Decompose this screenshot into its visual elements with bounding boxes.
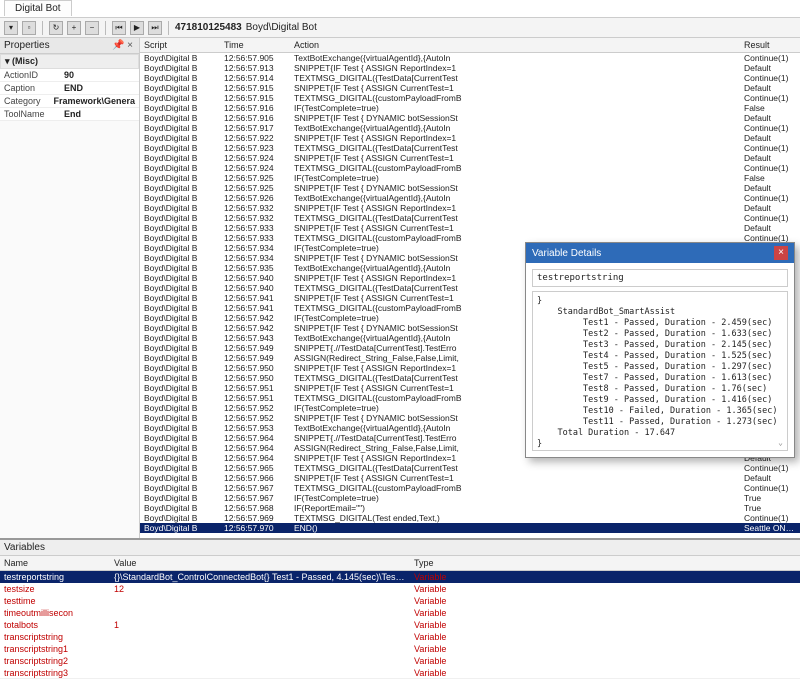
prop-row[interactable]: ActionID90 [0, 69, 139, 82]
variable-row[interactable]: testsize12Variable [0, 583, 800, 595]
log-row[interactable]: Boyd\Digital B12:56:57.905TextBotExchang… [140, 53, 800, 63]
log-row[interactable]: Boyd\Digital B12:56:57.926TextBotExchang… [140, 193, 800, 203]
tab-bar: Digital Bot [0, 0, 800, 18]
properties-title: Properties [4, 40, 50, 51]
toolbar-sep-3 [168, 21, 169, 35]
log-row[interactable]: Boyd\Digital B12:56:57.915TEXTMSG_DIGITA… [140, 93, 800, 103]
variable-row[interactable]: transcriptstringVariable [0, 631, 800, 643]
log-row[interactable]: Boyd\Digital B12:56:57.933SNIPPET{IF Tes… [140, 223, 800, 233]
toolbar-play-icon[interactable]: ▶ [130, 21, 144, 35]
popup-title: Variable Details [532, 248, 601, 259]
variable-row[interactable]: timeoutmilliseconVariable [0, 607, 800, 619]
popup-close-icon[interactable]: × [774, 246, 788, 260]
variable-row[interactable]: testreportstring{}\StandardBot_ControlCo… [0, 571, 800, 583]
toolbar-btn-2[interactable]: ▫ [22, 21, 36, 35]
log-row[interactable]: Boyd\Digital B12:56:57.965TEXTMSG_DIGITA… [140, 463, 800, 473]
toolbar-refresh-icon[interactable]: ↻ [49, 21, 63, 35]
toolbar-step-fwd-icon[interactable]: ⏭ [148, 21, 162, 35]
tab-digital-bot[interactable]: Digital Bot [4, 0, 72, 16]
log-row[interactable]: Boyd\Digital B12:56:57.966SNIPPET{IF Tes… [140, 473, 800, 483]
log-row[interactable]: Boyd\Digital B12:56:57.970END()Seattle O… [140, 523, 800, 533]
close-icon[interactable]: × [125, 40, 135, 51]
toolbar-btn-1[interactable]: ▾ [4, 21, 18, 35]
toolbar-path: Boyd\Digital Bot [246, 22, 317, 33]
col-action[interactable]: Action [290, 38, 740, 52]
prop-value: 90 [60, 69, 139, 81]
log-row[interactable]: Boyd\Digital B12:56:57.967TEXTMSG_DIGITA… [140, 483, 800, 493]
col-result[interactable]: Result [740, 38, 800, 52]
variable-row[interactable]: transcriptstring2Variable [0, 655, 800, 667]
properties-grid: ▾ (Misc) ActionID90CaptionENDCategoryFra… [0, 54, 139, 121]
col-time[interactable]: Time [220, 38, 290, 52]
col-var-type[interactable]: Type [410, 556, 800, 570]
variables-title: Variables [4, 542, 45, 553]
toolbar-sep [42, 21, 43, 35]
prop-category[interactable]: ▾ (Misc) [0, 54, 139, 69]
variable-row[interactable]: transcriptstring3Variable [0, 667, 800, 678]
toolbar: ▾ ▫ ↻ + − ⏮ ▶ ⏭ 471810125483 Boyd\Digita… [0, 18, 800, 38]
log-row[interactable]: Boyd\Digital B12:56:57.967IF(TestComplet… [140, 493, 800, 503]
log-header: Script Time Action Result [140, 38, 800, 53]
prop-value: Framework\Genera [49, 95, 139, 107]
variables-columns: Name Value Type [0, 556, 800, 571]
variable-row[interactable]: transcriptstring1Variable [0, 643, 800, 655]
properties-header: Properties 📌 × [0, 38, 139, 54]
log-row[interactable]: Boyd\Digital B12:56:57.917TextBotExchang… [140, 123, 800, 133]
log-row[interactable]: Boyd\Digital B12:56:57.969TEXTMSG_DIGITA… [140, 513, 800, 523]
toolbar-sep-2 [105, 21, 106, 35]
log-row[interactable]: Boyd\Digital B12:56:57.932SNIPPET{IF Tes… [140, 203, 800, 213]
variable-row[interactable]: testtimeVariable [0, 595, 800, 607]
popup-header[interactable]: Variable Details × [526, 243, 794, 263]
log-row[interactable]: Boyd\Digital B12:56:57.916IF(TestComplet… [140, 103, 800, 113]
prop-key: Category [0, 95, 49, 107]
variables-header: Variables [0, 540, 800, 556]
prop-row[interactable]: ToolNameEnd [0, 108, 139, 121]
prop-row[interactable]: CaptionEND [0, 82, 139, 95]
log-row[interactable]: Boyd\Digital B12:56:57.923TEXTMSG_DIGITA… [140, 143, 800, 153]
toolbar-id: 471810125483 [175, 22, 242, 33]
log-row[interactable]: Boyd\Digital B12:56:57.916SNIPPET{IF Tes… [140, 113, 800, 123]
popup-var-name[interactable]: testreportstring [532, 269, 788, 287]
prop-key: Caption [0, 82, 60, 94]
toolbar-plus-icon[interactable]: + [67, 21, 81, 35]
prop-value: End [60, 108, 139, 120]
col-script[interactable]: Script [140, 38, 220, 52]
log-row[interactable]: Boyd\Digital B12:56:57.924SNIPPET{IF Tes… [140, 153, 800, 163]
log-row[interactable]: Boyd\Digital B12:56:57.924TEXTMSG_DIGITA… [140, 163, 800, 173]
col-var-name[interactable]: Name [0, 556, 110, 570]
log-row[interactable]: Boyd\Digital B12:56:57.925SNIPPET{IF Tes… [140, 183, 800, 193]
log-row[interactable]: Boyd\Digital B12:56:57.932TEXTMSG_DIGITA… [140, 213, 800, 223]
variables-body[interactable]: testreportstring{}\StandardBot_ControlCo… [0, 571, 800, 678]
log-row[interactable]: Boyd\Digital B12:56:57.922SNIPPET{IF Tes… [140, 133, 800, 143]
prop-row[interactable]: CategoryFramework\Genera [0, 95, 139, 108]
prop-value: END [60, 82, 139, 94]
variable-row[interactable]: totalbots1Variable [0, 619, 800, 631]
pin-icon[interactable]: 📌 [112, 40, 122, 51]
col-var-value[interactable]: Value [110, 556, 410, 570]
scroll-down-icon[interactable]: ⌄ [778, 437, 783, 448]
variable-details-popup[interactable]: Variable Details × testreportstring } St… [525, 242, 795, 458]
log-row[interactable]: Boyd\Digital B12:56:57.915SNIPPET{IF Tes… [140, 83, 800, 93]
prop-key: ActionID [0, 69, 60, 81]
toolbar-minus-icon[interactable]: − [85, 21, 99, 35]
log-row[interactable]: Boyd\Digital B12:56:57.913SNIPPET{IF Tes… [140, 63, 800, 73]
popup-var-text[interactable]: } StandardBot_SmartAssist Test1 - Passed… [532, 291, 788, 451]
prop-key: ToolName [0, 108, 60, 120]
log-row[interactable]: Boyd\Digital B12:56:57.925IF(TestComplet… [140, 173, 800, 183]
log-row[interactable]: Boyd\Digital B12:56:57.914TEXTMSG_DIGITA… [140, 73, 800, 83]
log-row[interactable]: Boyd\Digital B12:56:57.968IF(ReportEmail… [140, 503, 800, 513]
toolbar-step-back-icon[interactable]: ⏮ [112, 21, 126, 35]
